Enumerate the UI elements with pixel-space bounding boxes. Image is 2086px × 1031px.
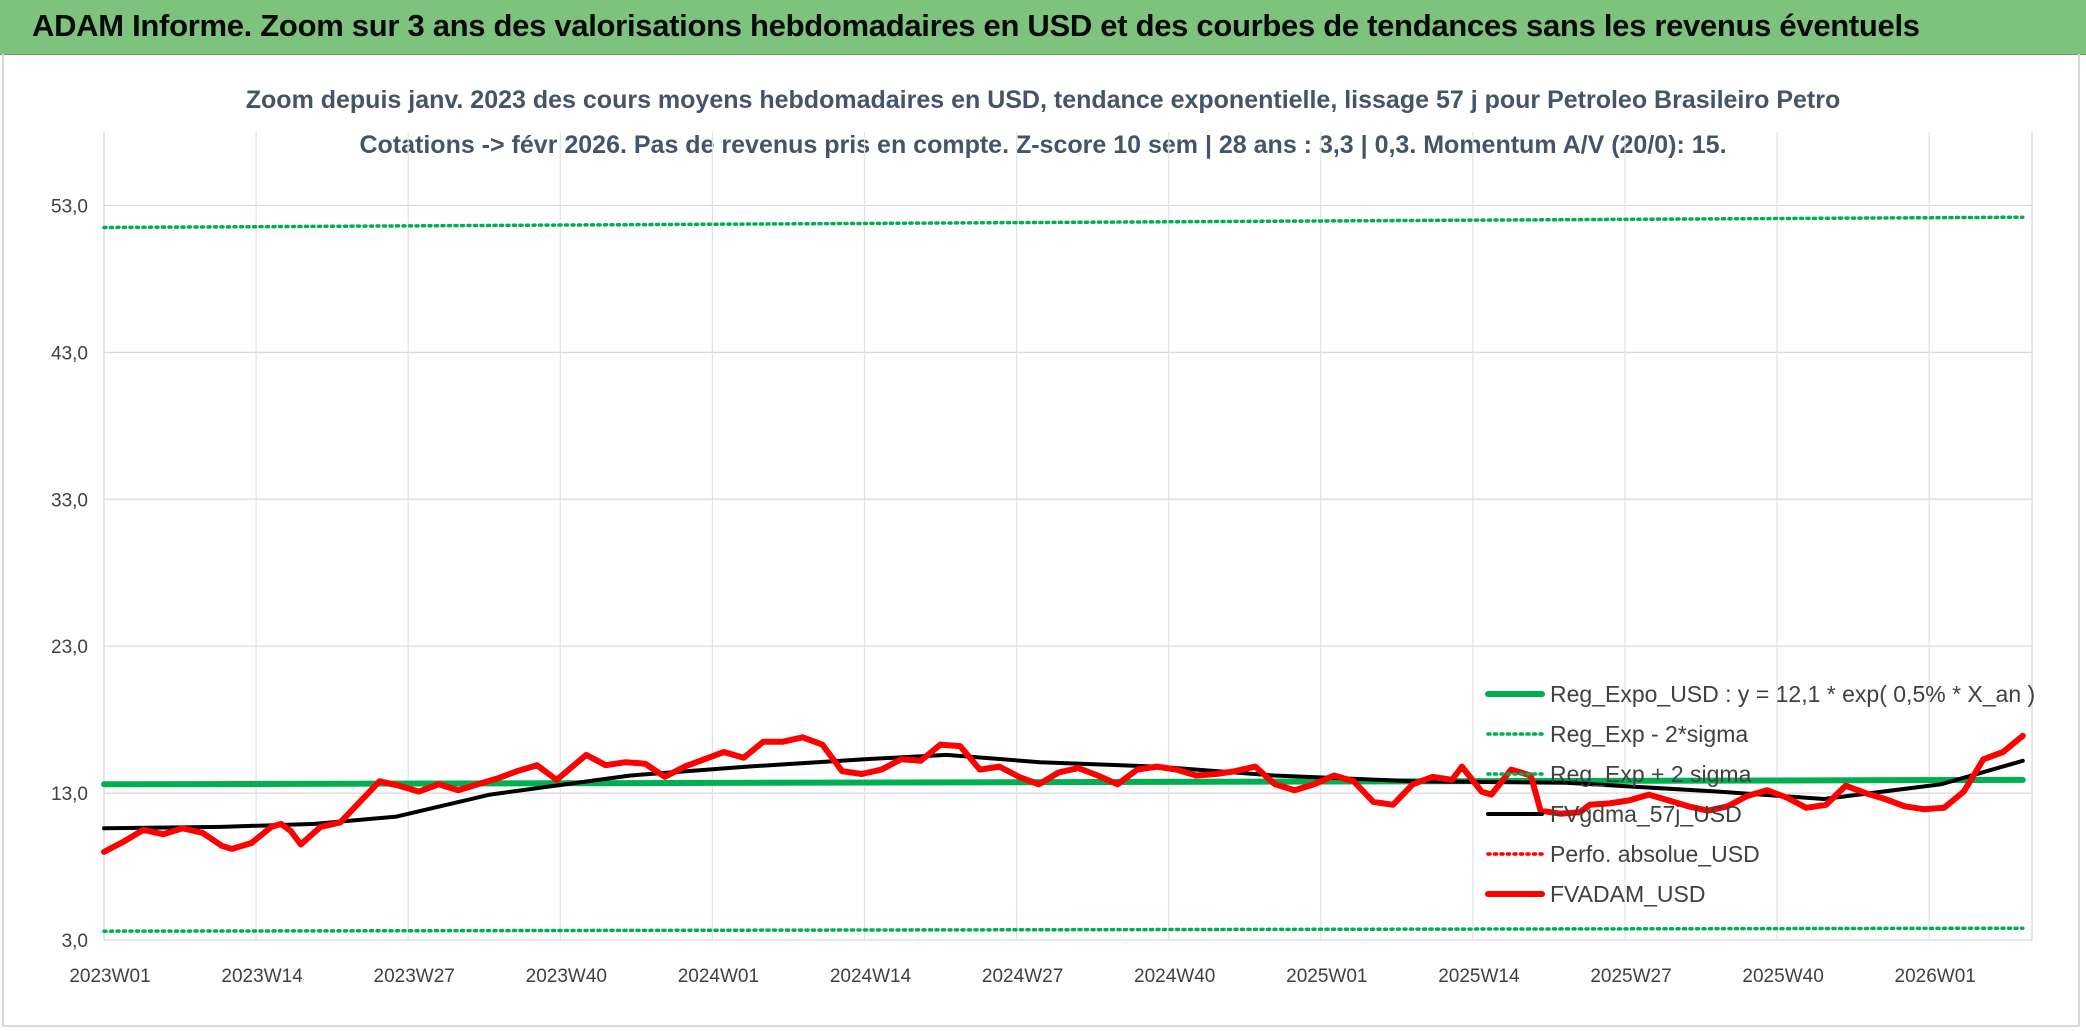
x-tick-label: 2024W40 — [1134, 966, 1215, 987]
x-tick-labels: 2023W01 2023W14 2023W27 2023W40 2024W01 2024W… — [69, 966, 1976, 987]
y-gridlines — [104, 204, 2032, 941]
y-tick-label: 43,0 — [51, 343, 88, 364]
x-tick-label: 2024W01 — [678, 966, 759, 987]
chart-subtitle: Cotations -> févr 2026. Pas de revenus p… — [359, 131, 1726, 159]
legend-entry: Reg_Expo_USD : y = 12,1 * exp( 0,5% * X_… — [1550, 681, 2035, 707]
y-tick-label: 3,0 — [62, 931, 88, 952]
x-tick-label: 2026W01 — [1895, 966, 1976, 987]
x-tick-label: 2023W40 — [526, 966, 607, 987]
x-tick-label: 2023W27 — [374, 966, 455, 987]
report-banner-title: ADAM Informe. Zoom sur 3 ans des valoris… — [32, 8, 1920, 43]
legend-entry: Perfo. absolue_USD — [1550, 841, 1760, 867]
series-line-2 — [102, 215, 2025, 230]
x-tick-label: 2023W14 — [221, 966, 303, 987]
series-line-1 — [102, 926, 2025, 933]
x-tick-label: 2025W40 — [1742, 966, 1823, 987]
x-tick-label: 2025W27 — [1590, 966, 1671, 987]
y-tick-label: 53,0 — [51, 196, 88, 217]
legend-entry: Reg_Exp - 2*sigma — [1550, 721, 1748, 747]
series-line-3 — [102, 752, 2025, 831]
chart-frame — [2, 54, 2080, 1027]
chart-title: Zoom depuis janv. 2023 des cours moyens … — [246, 86, 1840, 114]
x-gridlines — [103, 132, 2033, 940]
legend-entry: Reg_Exp + 2 sigma — [1550, 761, 1752, 787]
chart-legend: Reg_Expo_USD : y = 12,1 * exp( 0,5% * X_… — [1485, 681, 2035, 907]
y-tick-label: 33,0 — [51, 490, 88, 511]
x-tick-label: 2024W14 — [830, 966, 912, 987]
series-layer — [101, 215, 2026, 933]
y-tick-label: 23,0 — [51, 637, 88, 658]
x-tick-label: 2025W01 — [1286, 966, 1367, 987]
y-tick-labels: 3,0 13,0 23,0 33,0 43,0 53,0 — [51, 196, 88, 952]
x-tick-label: 2024W27 — [982, 966, 1063, 987]
series-line-0 — [101, 776, 2026, 788]
y-tick-label: 13,0 — [51, 784, 88, 805]
legend-entry: FVgdma_57j_USD — [1550, 801, 1742, 827]
x-tick-label: 2025W14 — [1438, 966, 1520, 987]
x-tick-label: 2023W01 — [69, 966, 150, 987]
legend-entry: FVADAM_USD — [1550, 881, 1706, 907]
report-banner: ADAM Informe. Zoom sur 3 ans des valoris… — [0, 0, 2086, 55]
series-line-5 — [101, 732, 2026, 855]
